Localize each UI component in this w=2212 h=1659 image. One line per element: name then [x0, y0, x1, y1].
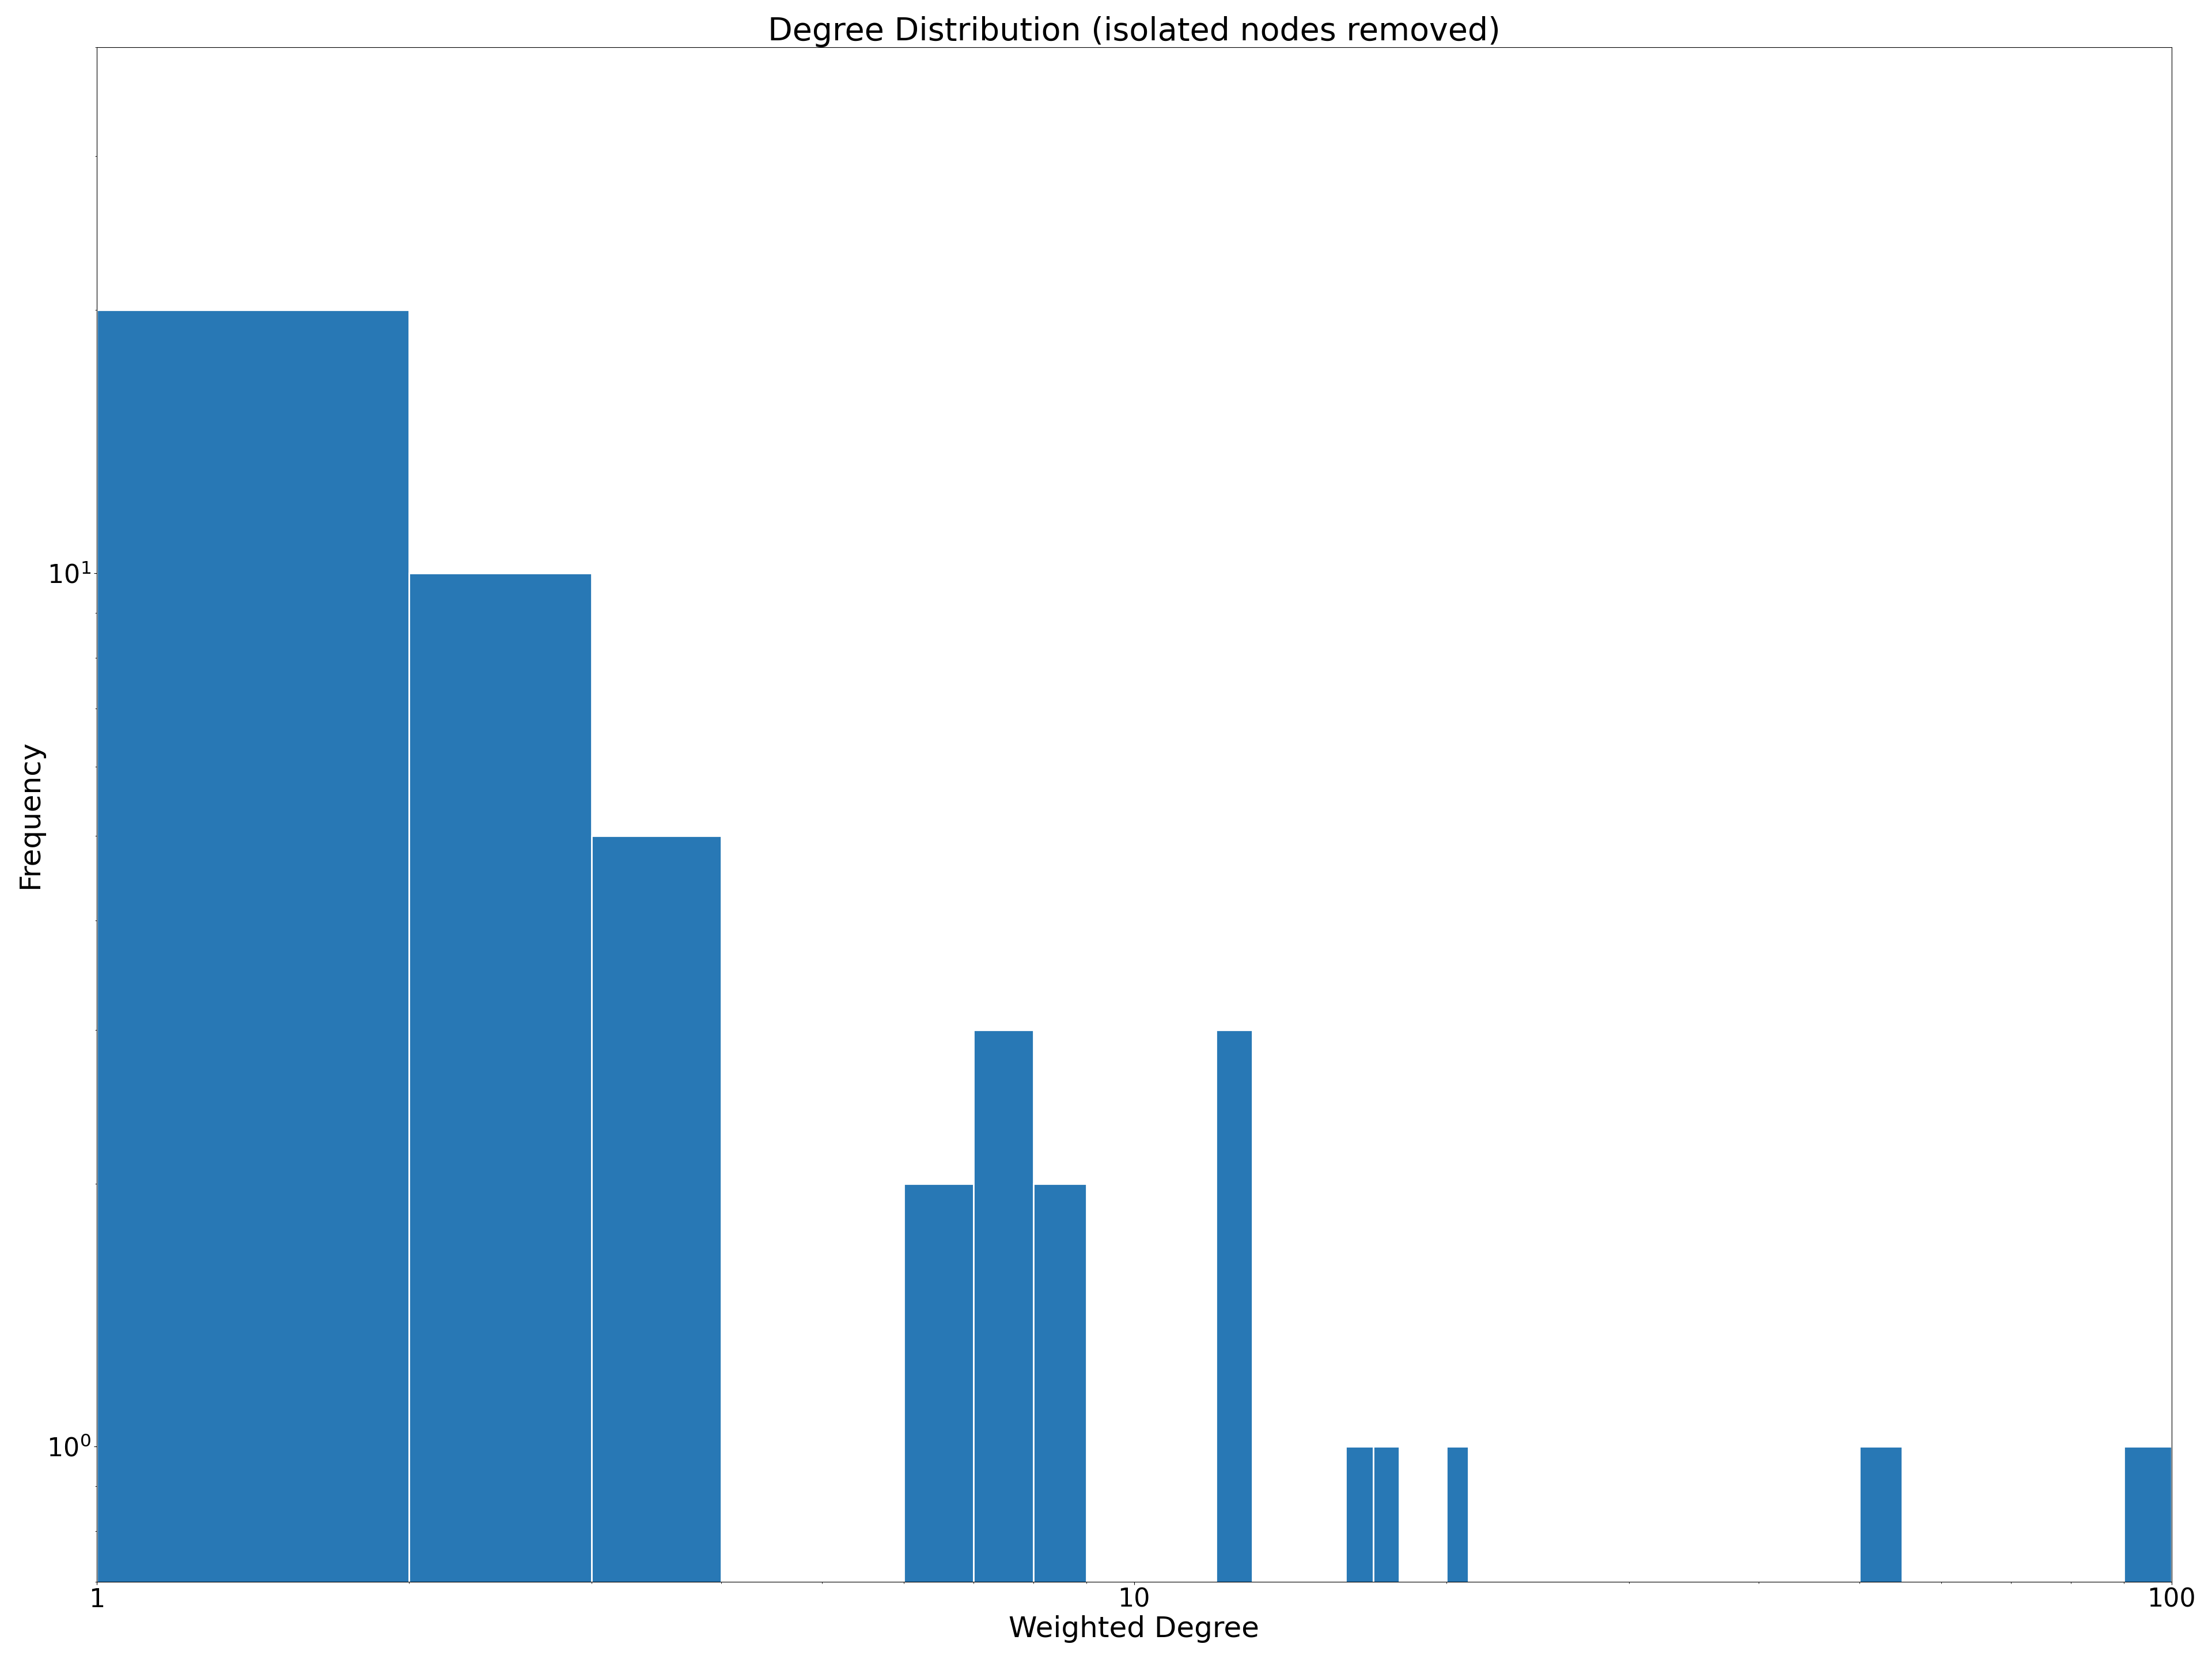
Y-axis label: Frequency: Frequency [15, 740, 44, 889]
Bar [97, 310, 409, 1659]
Bar [905, 1183, 973, 1659]
X-axis label: Weighted Degree: Weighted Degree [1009, 1616, 1259, 1642]
Bar [1374, 1447, 1398, 1659]
Title: Degree Distribution (isolated nodes removed): Degree Distribution (isolated nodes remo… [768, 17, 1500, 46]
Bar [1345, 1447, 1374, 1659]
Bar [973, 1030, 1033, 1659]
Bar [1033, 1183, 1086, 1659]
Bar [1447, 1447, 1469, 1659]
Bar [591, 836, 721, 1659]
Bar [1860, 1447, 1902, 1659]
Bar [2124, 1447, 2172, 1659]
Bar [1217, 1030, 1252, 1659]
Bar [409, 572, 591, 1659]
